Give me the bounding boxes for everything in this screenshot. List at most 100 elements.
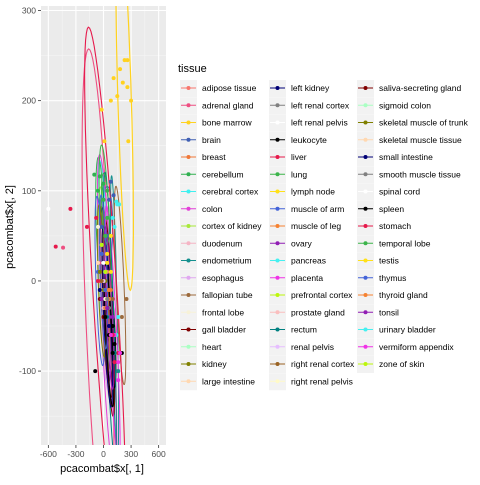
legend-key-point	[363, 310, 368, 315]
legend-key	[357, 287, 374, 304]
legend-key	[357, 304, 374, 322]
point-vermiform-appendix	[108, 333, 113, 338]
point-liver	[94, 215, 99, 220]
y-tick-label: 100	[22, 186, 36, 196]
legend-key	[357, 269, 374, 287]
point-bone-marrow	[118, 67, 123, 72]
point-skeletal-muscle-tissue	[95, 260, 100, 265]
legend-key	[180, 183, 197, 201]
x-tick-label: -600	[40, 449, 57, 459]
legend-key	[357, 252, 374, 270]
point-brain	[111, 193, 116, 198]
legend-label: leukocyte	[291, 135, 327, 145]
legend-key	[357, 218, 374, 235]
legend-key-point	[275, 327, 280, 332]
legend-key-point	[363, 258, 368, 263]
point-bone-marrow	[102, 139, 107, 144]
legend-label: cerebellum	[202, 169, 244, 179]
point-stomach	[95, 278, 100, 283]
legend-key	[269, 80, 286, 97]
legend-key-point	[363, 344, 368, 349]
legend-key	[180, 114, 197, 132]
legend-key-point	[275, 379, 280, 384]
legend-label: skeletal muscle tissue	[379, 135, 462, 145]
point-urinary-bladder	[115, 202, 120, 207]
legend-key-point	[363, 206, 368, 211]
point-spinal-cord	[46, 206, 51, 211]
legend-key	[269, 252, 286, 270]
point-temporal-lobe	[101, 197, 106, 202]
point-pancreas	[116, 314, 121, 319]
legend-key	[357, 166, 374, 184]
point-bone-marrow	[122, 58, 127, 63]
point-fallopian-tube	[124, 296, 129, 301]
legend-key-point	[363, 275, 368, 280]
legend-key-point	[363, 189, 368, 194]
legend-label: thymus	[379, 273, 406, 283]
legend-label: adipose tissue	[202, 83, 257, 93]
point-liver	[53, 244, 58, 249]
legend-label: cortex of kidney	[202, 221, 262, 231]
legend-key-point	[186, 172, 191, 177]
legend-key-point	[363, 120, 368, 125]
legend-label: placenta	[291, 273, 323, 283]
legend-key-point	[363, 224, 368, 228]
legend-key-point	[275, 310, 280, 315]
y-axis-label: pcacombat$x[, 2]	[4, 185, 16, 269]
legend-key-point	[275, 137, 280, 142]
x-axis-label: pcacombat$x[, 1]	[60, 463, 144, 475]
legend-key-point	[363, 103, 368, 108]
legend-key-point	[186, 86, 191, 90]
point-testis	[108, 233, 113, 238]
legend-key	[269, 235, 286, 253]
legend-key-point	[186, 155, 191, 159]
legend-key	[269, 269, 286, 287]
legend-key	[357, 183, 374, 201]
point-thyroid-gland	[107, 287, 112, 292]
point-lung	[105, 188, 110, 193]
legend-key	[357, 235, 374, 253]
legend-label: heart	[202, 342, 222, 352]
point-left-renal-pelvis	[101, 260, 106, 265]
legend-label: prostate gland	[291, 307, 345, 317]
legend-key-point	[275, 275, 280, 280]
legend-label: large intestine	[202, 376, 255, 386]
legend-key-point	[186, 258, 191, 263]
legend-key	[357, 149, 374, 166]
point-brain	[99, 224, 104, 229]
point-leukocyte	[93, 369, 98, 374]
legend-key	[269, 287, 286, 304]
legend-label: testis	[379, 256, 399, 266]
legend-key-point	[275, 189, 280, 194]
legend-label: sigmoid colon	[379, 100, 431, 110]
legend-title: tissue	[178, 63, 207, 75]
legend-key	[180, 166, 197, 184]
point-left-kidney	[97, 287, 102, 292]
legend-key	[269, 321, 286, 339]
point-testis	[105, 251, 110, 256]
point-temporal-lobe	[105, 215, 110, 220]
ellipse-placenta	[104, 204, 121, 445]
point-bone-marrow	[125, 58, 130, 63]
point-smooth-muscle-tissue	[105, 296, 110, 301]
point-bone-marrow	[125, 85, 130, 90]
legend-key	[180, 338, 197, 356]
ellipse-tonsil	[103, 226, 115, 390]
legend-key-point	[275, 293, 280, 297]
legend-key-point	[186, 327, 191, 332]
point-right-renal-cortex	[99, 278, 104, 283]
point-vermiform-appendix	[116, 360, 121, 365]
legend-key	[180, 373, 197, 391]
legend-label: small intestine	[379, 152, 433, 162]
legend-key	[269, 373, 286, 391]
ellipse-right-renal-cortex	[99, 206, 110, 374]
point-small-intestine	[107, 324, 112, 329]
legend-label: cerebral cortex	[202, 187, 259, 197]
legend-label: tonsil	[379, 307, 399, 317]
legend-label: zone of skin	[379, 359, 425, 369]
legend-label: renal pelvis	[291, 342, 334, 352]
legend-key	[357, 131, 374, 149]
point-thymus	[103, 287, 108, 292]
legend-key	[180, 321, 197, 339]
point-placenta	[118, 351, 123, 356]
